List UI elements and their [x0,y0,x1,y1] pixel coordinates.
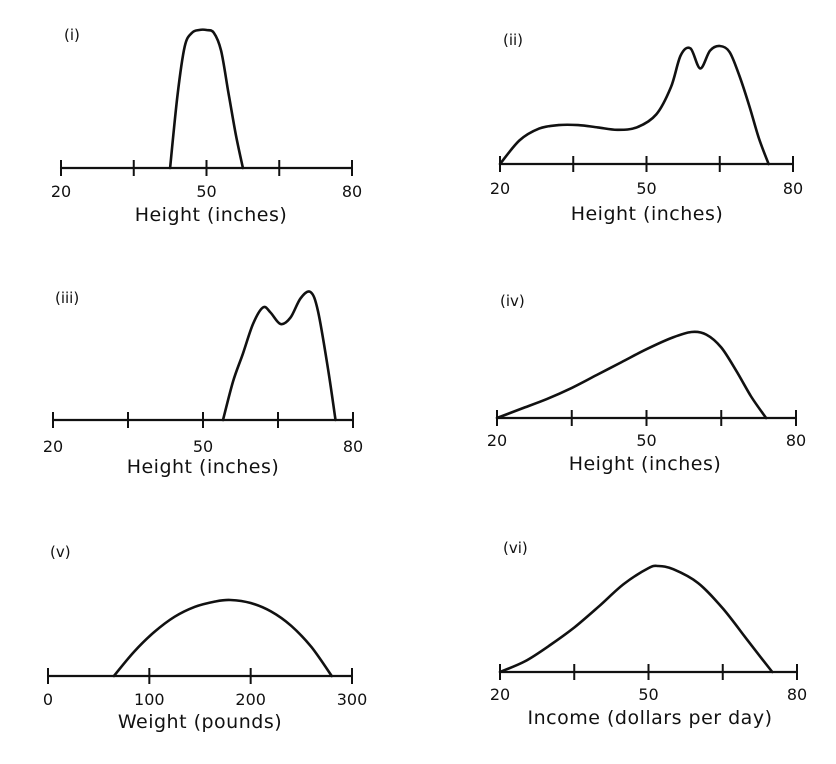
distribution-curve [221,290,337,422]
x-axis-label: Weight (pounds) [118,711,282,733]
x-axis-label: Income (dollars per day) [528,707,773,729]
x-axis-label: Height (inches) [127,456,280,478]
x-tick-label: 300 [337,690,368,709]
x-tick-label: 100 [134,690,165,709]
distribution-curve [498,564,774,674]
x-tick-label: 50 [636,179,656,198]
distribution-curve [498,44,770,166]
x-tick-label: 0 [43,690,53,709]
x-tick-label: 50 [638,685,658,704]
x-tick-label: 80 [786,431,806,450]
x-tick-label: 80 [343,437,363,456]
x-tick-label: 50 [636,431,656,450]
panel-label: (vi) [503,539,528,557]
panel-label: (v) [50,543,71,561]
x-axis-label: Height (inches) [569,453,722,475]
chart-panel-4: (iv) 20 50 80 Height (inches) [487,292,806,475]
chart-panel-3: (iii) 20 50 80 Height (inches) [43,289,363,478]
chart-panel-1: (i) 20 50 80 Height (inches) [51,26,362,226]
x-tick-label: 200 [235,690,266,709]
panel-label: (ii) [503,31,523,49]
distribution-curve [495,330,768,420]
x-tick-label: 20 [43,437,63,456]
distribution-curve [168,28,245,170]
chart-panel-5: (v) 0 100 200 300 Weight (pounds) [43,543,367,733]
panel-label: (i) [64,26,80,44]
distribution-curve [112,598,333,678]
panel-label: (iv) [500,292,525,310]
x-tick-label: 20 [490,179,510,198]
x-tick-label: 20 [490,685,510,704]
x-axis-label: Height (inches) [135,204,288,226]
chart-panel-2: (ii) 20 50 80 Height (inches) [490,31,803,225]
panel-label: (iii) [55,289,79,307]
x-tick-label: 20 [51,182,71,201]
x-tick-label: 50 [196,182,216,201]
chart-panel-6: (vi) 20 50 80 Income (dollars per day) [490,539,807,729]
x-tick-label: 80 [787,685,807,704]
x-tick-label: 80 [342,182,362,201]
x-tick-label: 20 [487,431,507,450]
x-tick-label: 50 [193,437,213,456]
x-tick-label: 80 [783,179,803,198]
x-axis-label: Height (inches) [571,203,724,225]
